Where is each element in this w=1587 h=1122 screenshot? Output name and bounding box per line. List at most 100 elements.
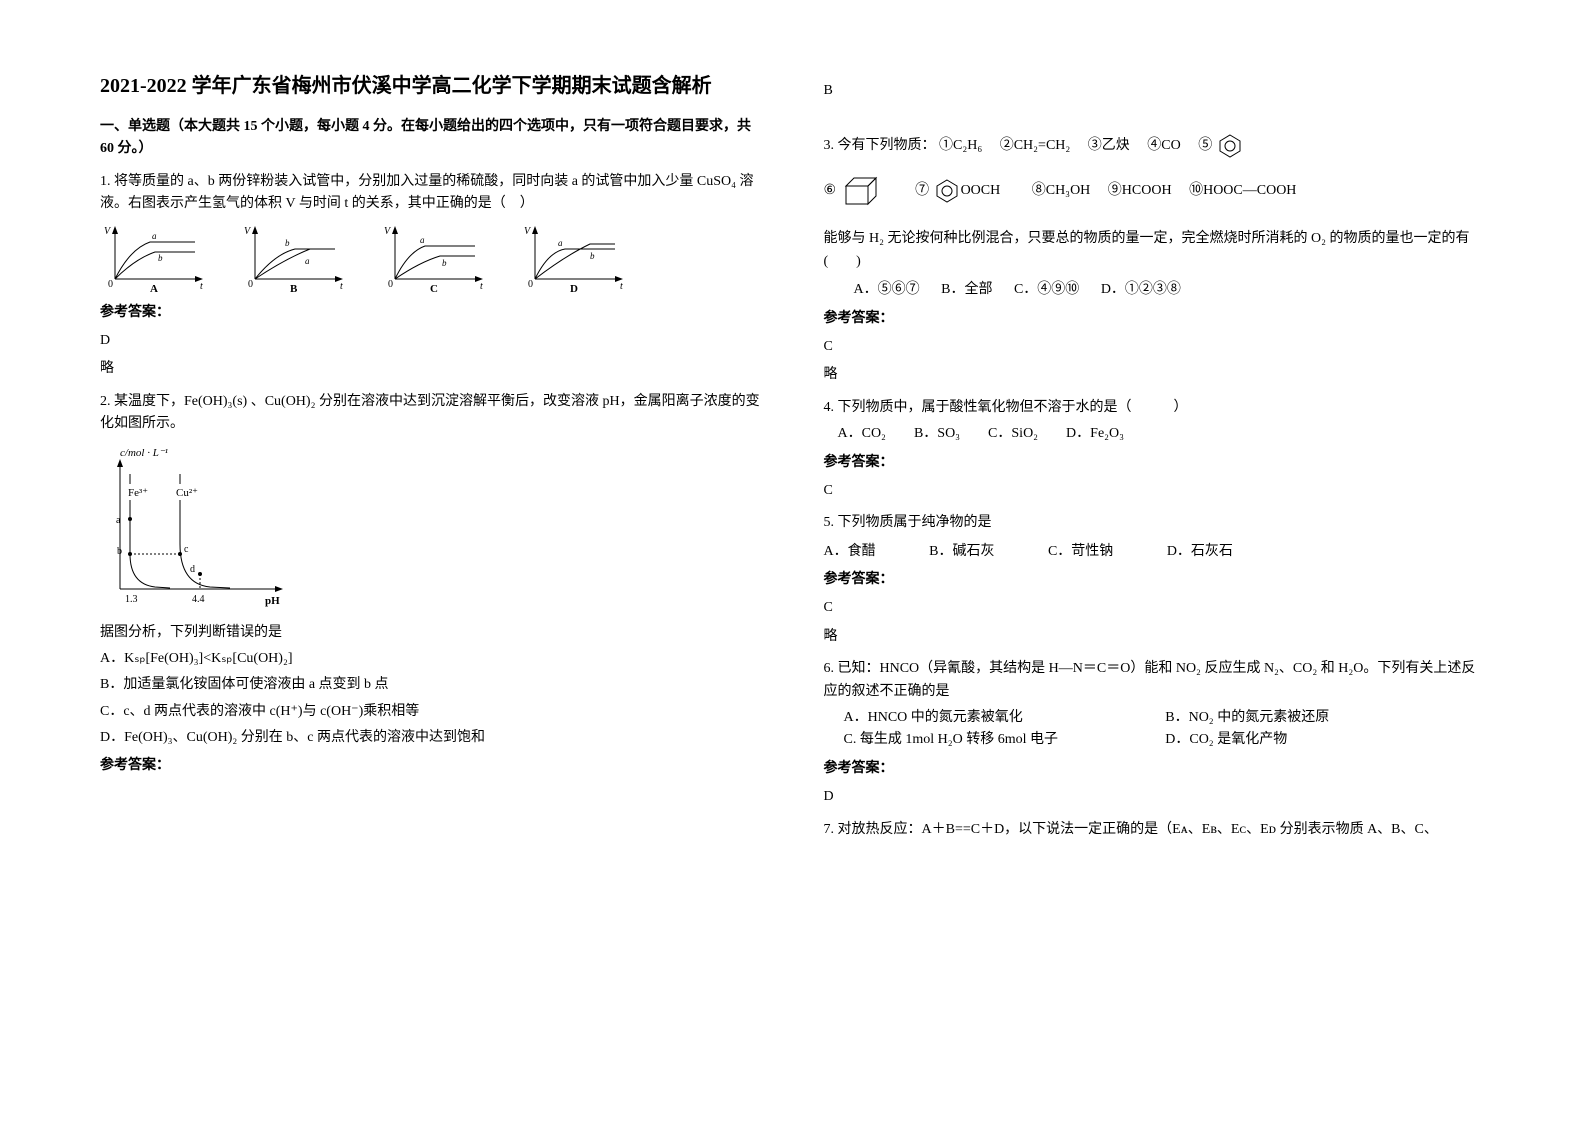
question-1: 1. 将等质量的 a、b 两份锌粉装入试管中，分别加入过量的稀硫酸，同时向装 a… bbox=[100, 171, 764, 381]
page-title: 2021-2022 学年广东省梅州市伏溪中学高二化学下学期期末试题含解析 bbox=[100, 70, 764, 102]
svg-text:c: c bbox=[184, 544, 189, 555]
q2-ylabel: c/mol · L⁻¹ bbox=[120, 447, 168, 459]
q5-opt-d: D．石灰石 bbox=[1167, 541, 1233, 563]
q1-graph-b: b a V t 0 B bbox=[240, 224, 360, 294]
q1-answer-label: 参考答案： bbox=[100, 302, 764, 324]
q6-opt-d: D．CO₂ 是氧化产物 bbox=[1165, 729, 1487, 751]
svg-text:Cu²⁺: Cu²⁺ bbox=[176, 487, 198, 499]
q3-answer: C bbox=[824, 336, 1488, 358]
q4-stem: 4. 下列物质中，属于酸性氧化物但不溶于水的是（ ） bbox=[824, 397, 1488, 419]
svg-text:a: a bbox=[305, 256, 310, 266]
svg-text:b: b bbox=[117, 546, 122, 557]
svg-text:V: V bbox=[524, 226, 532, 237]
q2-opt-c: C．c、d 两点代表的溶液中 c(H⁺)与 c(OH⁻)乘积相等 bbox=[100, 701, 764, 723]
benzene-icon bbox=[1216, 132, 1244, 160]
q1-graphs: a b V t 0 A bbox=[100, 224, 764, 294]
q3-line1: 3. 今有下列物质： ①C₂H₆ ②CH₂=CH₂ ③乙炔 ④CO ⑤ bbox=[824, 132, 1488, 160]
question-7: 7. 对放热反应：A＋B==C＋D，以下说法一定正确的是（Eᴀ、Eʙ、Eᴄ、Eᴅ… bbox=[824, 819, 1488, 841]
svg-text:a: a bbox=[558, 238, 563, 248]
q3-i9: ⑨HCOOH bbox=[1108, 184, 1172, 199]
q3-opt-d: D．①②③⑧ bbox=[1101, 279, 1181, 301]
q2-opt-b: B．加适量氯化铵固体可使溶液由 a 点变到 b 点 bbox=[100, 674, 764, 696]
q6-opt-b: B．NO₂ 中的氮元素被还原 bbox=[1165, 707, 1487, 729]
q3-note: 略 bbox=[824, 364, 1488, 386]
q5-stem: 5. 下列物质属于纯净物的是 bbox=[824, 512, 1488, 534]
q5-note: 略 bbox=[824, 626, 1488, 648]
svg-text:1.3: 1.3 bbox=[125, 594, 138, 605]
q4-answer: C bbox=[824, 480, 1488, 502]
q3-i2: ②CH₂=CH₂ bbox=[1000, 139, 1071, 154]
svg-text:V: V bbox=[244, 226, 252, 237]
q3-i3: ③乙炔 bbox=[1088, 139, 1130, 154]
q3-opt-a: A．⑤⑥⑦ bbox=[854, 279, 920, 301]
q3-i4: ④CO bbox=[1147, 139, 1180, 154]
q3-i1: ①C₂H₆ bbox=[939, 139, 982, 154]
question-3: 3. 今有下列物质： ①C₂H₆ ②CH₂=CH₂ ③乙炔 ④CO ⑤ ⑥ bbox=[824, 132, 1488, 386]
benzene-icon-2 bbox=[933, 177, 961, 205]
svg-text:4.4: 4.4 bbox=[192, 594, 205, 605]
q1-stem: 1. 将等质量的 a、b 两份锌粉装入试管中，分别加入过量的稀硫酸，同时向装 a… bbox=[100, 171, 764, 216]
svg-text:0: 0 bbox=[388, 279, 393, 290]
svg-text:b: b bbox=[590, 251, 595, 261]
q3-lead: 3. 今有下列物质： bbox=[824, 139, 936, 154]
q5-opt-b: B．碱石灰 bbox=[929, 541, 994, 563]
q3-i10: ⑩HOOC—COOH bbox=[1189, 184, 1296, 199]
q3-i6: ⑥ bbox=[824, 184, 837, 199]
q1-graph-d: a b V t 0 D bbox=[520, 224, 640, 294]
svg-text:D: D bbox=[570, 283, 578, 294]
svg-text:V: V bbox=[104, 226, 112, 237]
q1-graph-a: a b V t 0 A bbox=[100, 224, 220, 294]
svg-text:t: t bbox=[200, 281, 203, 292]
q6-opt-c: C. 每生成 1mol H₂O 转移 6mol 电子 bbox=[844, 729, 1166, 751]
q3-opt-b: B．全部 bbox=[941, 279, 992, 301]
q2-analysis-lead: 据图分析，下列判断错误的是 bbox=[100, 622, 764, 644]
q2-opt-a: A．Kₛₚ[Fe(OH)₃]<Kₛₚ[Cu(OH)₂] bbox=[100, 648, 764, 670]
q5-opt-a: A．食醋 bbox=[824, 541, 876, 563]
q1-note: 略 bbox=[100, 358, 764, 380]
q6-stem: 6. 已知：HNCO（异氰酸，其结构是 H—N＝C＝O）能和 NO₂ 反应生成 … bbox=[824, 658, 1488, 703]
q3-answer-label: 参考答案： bbox=[824, 308, 1488, 330]
svg-text:C: C bbox=[430, 283, 438, 294]
q7-stem: 7. 对放热反应：A＋B==C＋D，以下说法一定正确的是（Eᴀ、Eʙ、Eᴄ、Eᴅ… bbox=[824, 819, 1488, 841]
q2-opt-d: D．Fe(OH)₃、Cu(OH)₂ 分别在 b、c 两点代表的溶液中达到饱和 bbox=[100, 727, 764, 749]
svg-text:0: 0 bbox=[248, 279, 253, 290]
svg-text:t: t bbox=[480, 281, 483, 292]
q4-answer-label: 参考答案： bbox=[824, 452, 1488, 474]
svg-text:b: b bbox=[285, 238, 290, 248]
q3-i8: ⑧CH₃OH bbox=[1032, 184, 1091, 199]
question-6: 6. 已知：HNCO（异氰酸，其结构是 H—N＝C＝O）能和 NO₂ 反应生成 … bbox=[824, 658, 1488, 808]
q3-i5: ⑤ bbox=[1198, 139, 1212, 154]
svg-text:A: A bbox=[150, 283, 158, 294]
q3-line2: ⑥ ⑦ OOCH ⑧CH₃OH ⑨HCOOH bbox=[824, 174, 1488, 208]
svg-text:0: 0 bbox=[108, 279, 113, 290]
q1-answer: D bbox=[100, 330, 764, 352]
q4-opts: A．CO₂ B．SO₃ C．SiO₂ D．Fe₂O₃ bbox=[838, 423, 1488, 445]
svg-text:b: b bbox=[442, 258, 447, 268]
q5-answer-label: 参考答案： bbox=[824, 569, 1488, 591]
q1-graph-c: a b V t 0 C bbox=[380, 224, 500, 294]
right-column: B 3. 今有下列物质： ①C₂H₆ ②CH₂=CH₂ ③乙炔 ④CO ⑤ ⑥ bbox=[824, 70, 1488, 1082]
q5-opts: A．食醋 B．碱石灰 C．苛性钠 D．石灰石 bbox=[824, 541, 1488, 563]
q5-opt-c: C．苛性钠 bbox=[1048, 541, 1113, 563]
q3-opts: A．⑤⑥⑦ B．全部 C．④⑨⑩ D．①②③⑧ bbox=[854, 279, 1488, 301]
q6-opt-a: A．HNCO 中的氮元素被氧化 bbox=[844, 707, 1166, 729]
q6-answer-label: 参考答案： bbox=[824, 758, 1488, 780]
q3-opt-c: C．④⑨⑩ bbox=[1014, 279, 1079, 301]
q3-ooch: OOCH bbox=[961, 184, 1001, 199]
left-column: 2021-2022 学年广东省梅州市伏溪中学高二化学下学期期末试题含解析 一、单… bbox=[100, 70, 764, 1082]
svg-text:Fe³⁺: Fe³⁺ bbox=[128, 487, 148, 499]
svg-text:t: t bbox=[620, 281, 623, 292]
svg-text:a: a bbox=[420, 235, 425, 245]
question-2: 2. 某温度下，Fe(OH)₃(s) 、Cu(OH)₂ 分别在溶液中达到沉淀溶解… bbox=[100, 391, 764, 778]
svg-text:t: t bbox=[340, 281, 343, 292]
cube-icon bbox=[840, 174, 884, 208]
exam-page: 2021-2022 学年广东省梅州市伏溪中学高二化学下学期期末试题含解析 一、单… bbox=[100, 70, 1487, 1082]
q3-tail: 能够与 H₂ 无论按何种比例混合，只要总的物质的量一定，完全燃烧时所消耗的 O₂… bbox=[824, 228, 1488, 273]
svg-text:V: V bbox=[384, 226, 392, 237]
svg-text:pH: pH bbox=[265, 595, 280, 607]
svg-text:a: a bbox=[152, 231, 157, 241]
q2-graph: c/mol · L⁻¹ Fe³⁺ Cu²⁺ a bbox=[100, 444, 764, 614]
svg-text:a: a bbox=[116, 515, 121, 526]
svg-text:B: B bbox=[290, 283, 298, 294]
q6-opts: A．HNCO 中的氮元素被氧化 B．NO₂ 中的氮元素被还原 C. 每生成 1m… bbox=[844, 707, 1488, 752]
